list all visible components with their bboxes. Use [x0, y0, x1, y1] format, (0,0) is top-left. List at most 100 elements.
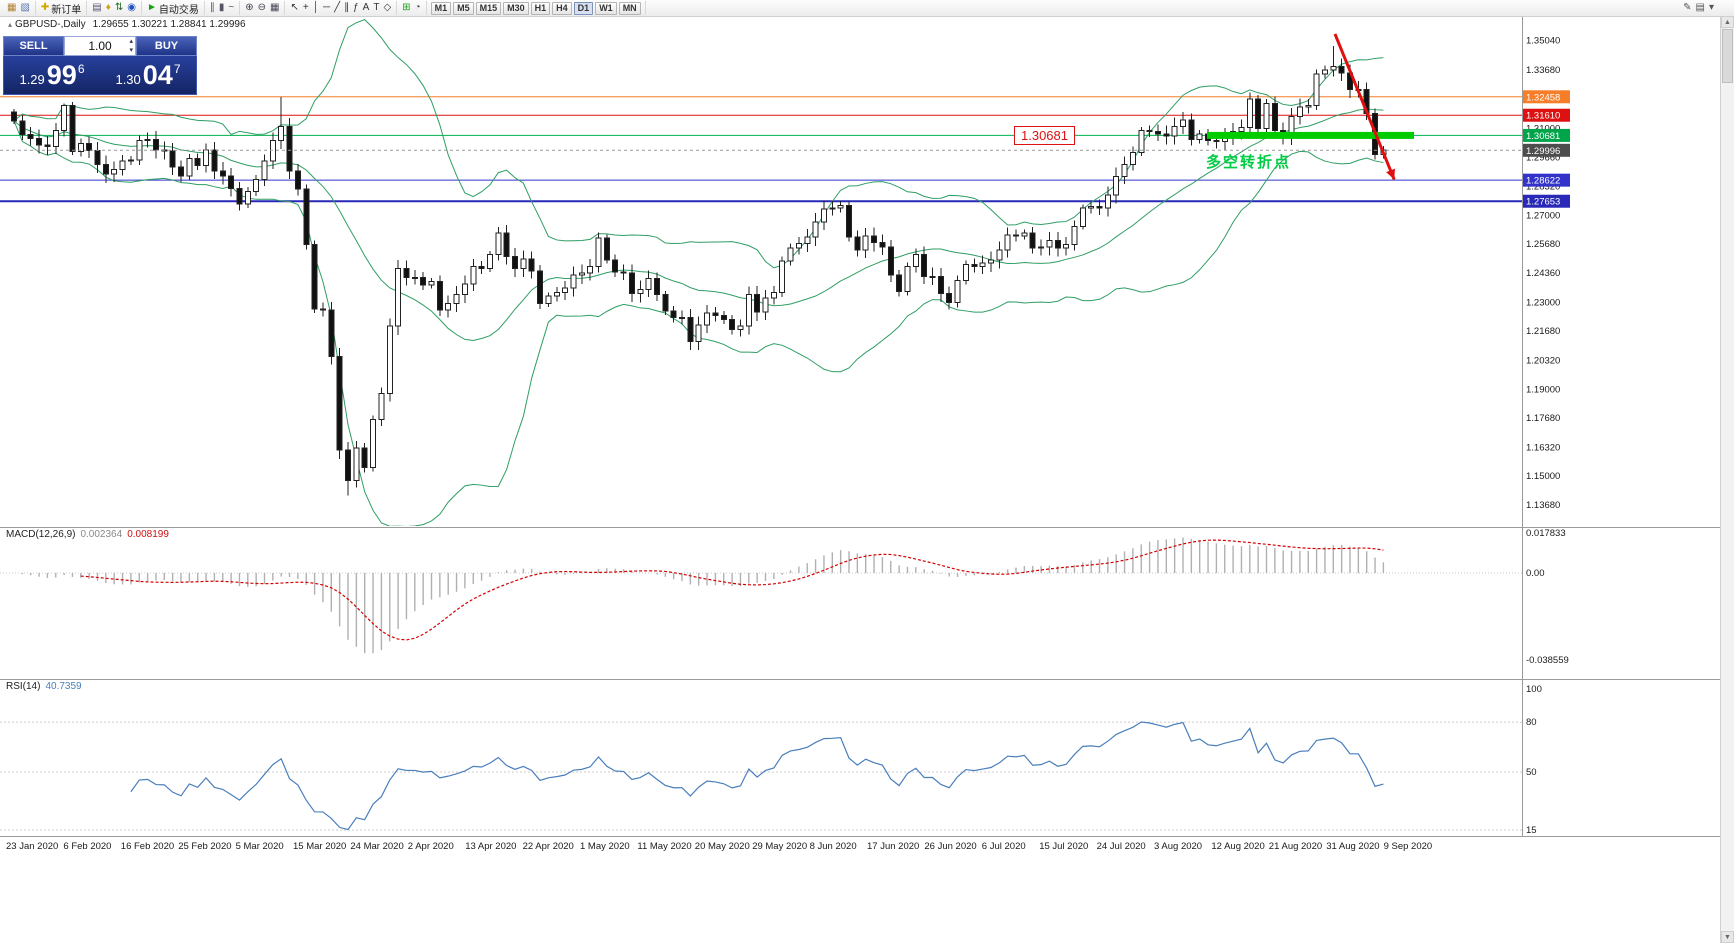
tile-windows-button[interactable]: ▦ — [268, 2, 281, 15]
periods-menu-icon: ◔ — [414, 2, 421, 13]
market-watch-button[interactable]: ▤ — [90, 2, 103, 15]
toolbar-group-views: ▤ ♦ ⇅ ◉ — [87, 1, 142, 15]
new-chart-button[interactable]: ▦ — [5, 2, 18, 15]
profiles-button[interactable]: ▧ — [18, 2, 31, 15]
timeframe-w1-button[interactable]: W1 — [595, 1, 617, 15]
auto-trading-button[interactable]: ► 自动交易 — [145, 2, 201, 16]
lot-increase-button[interactable]: ▴ — [129, 38, 133, 45]
toolbar-group-order: ✚ 新订单 — [36, 1, 88, 16]
svg-text:0.00: 0.00 — [1526, 568, 1545, 579]
periods-menu-button[interactable]: ◔ — [413, 2, 423, 15]
sell-price-display[interactable]: 1.29 99 6 — [4, 56, 100, 94]
line-chart-mode-button[interactable]: ~ — [226, 2, 236, 15]
lot-decrease-button[interactable]: ▾ — [129, 47, 133, 54]
svg-text:15 Mar 2020: 15 Mar 2020 — [293, 841, 346, 852]
trendline-tool-icon: ╱ — [334, 2, 341, 13]
svg-text:1.33680: 1.33680 — [1526, 65, 1560, 76]
timeframe-h4-button[interactable]: H4 — [552, 1, 572, 15]
trendline-tool-button[interactable]: ╱ — [332, 2, 342, 15]
buy-button[interactable]: BUY — [136, 36, 197, 56]
svg-text:9 Sep 2020: 9 Sep 2020 — [1384, 841, 1433, 852]
svg-text:1.24360: 1.24360 — [1526, 268, 1560, 279]
data-window-button[interactable]: ♦ — [104, 2, 113, 15]
ohlc-values: 1.29655 1.30221 1.28841 1.29996 — [92, 19, 246, 30]
options-icon-button[interactable]: ▾ — [1707, 2, 1716, 15]
sell-button[interactable]: SELL — [3, 36, 64, 56]
label-tool-button[interactable]: T — [371, 2, 381, 15]
svg-text:1.32458: 1.32458 — [1526, 92, 1560, 103]
terminal-icon: ◉ — [127, 2, 136, 13]
zoom-out-button[interactable]: ⊖ — [256, 2, 268, 15]
data-window-icon: ♦ — [105, 2, 111, 13]
rsi-indicator-label: RSI(14) 40.7359 — [6, 681, 82, 692]
svg-text:25 Feb 2020: 25 Feb 2020 — [178, 841, 231, 852]
profiles-icon: ▧ — [20, 2, 30, 13]
svg-text:8 Jun 2020: 8 Jun 2020 — [810, 841, 857, 852]
timeframe-d1-button[interactable]: D1 — [573, 1, 594, 15]
vertical-scrollbar[interactable]: ▲ ▼ — [1720, 16, 1734, 943]
svg-text:6 Jul 2020: 6 Jul 2020 — [982, 841, 1026, 852]
lot-size-field[interactable]: 1.00 ▴ ▾ — [64, 36, 136, 56]
panel-icon-icon: ▤ — [1695, 2, 1705, 13]
svg-text:1.29996: 1.29996 — [1526, 146, 1560, 157]
timeframe-m5-button[interactable]: M5 — [453, 1, 474, 15]
svg-text:100: 100 — [1526, 684, 1542, 695]
support-zone-highlight[interactable] — [1207, 131, 1414, 139]
bollinger-bands-layer — [13, 19, 1384, 526]
scroll-down-button[interactable]: ▼ — [1721, 931, 1734, 943]
svg-text:1.28622: 1.28622 — [1526, 176, 1560, 187]
new-chart-icon: ▦ — [7, 2, 17, 13]
vertical-line-tool-icon: │ — [312, 2, 319, 13]
bar-chart-mode-button[interactable]: ∥ — [208, 2, 217, 15]
candlestick-mode-button[interactable]: ▮ — [217, 2, 227, 15]
scroll-up-button[interactable]: ▲ — [1721, 16, 1734, 28]
channel-tool-button[interactable]: ∥ — [342, 2, 351, 15]
symbol-period-label: GBPUSD-,Daily — [15, 19, 86, 30]
label-tool-icon: T — [373, 2, 380, 13]
toolbar: ▦ ▧ ✚ 新订单 ▤ ♦ ⇅ ◉ ► 自动交易 ∥ ▮ ~ ⊕ ⊖ ▦ ↖ + │ ─ ╱ ∥ ƒ A T ◇ ⊞ ◔ M1 M5 M15… — [0, 0, 1734, 17]
indicators-list-button[interactable]: ⊞ — [400, 2, 412, 15]
quote-prices-row: 1.29 99 6 1.30 04 7 — [3, 56, 197, 95]
toolbar-left: ▦ ▧ ✚ 新订单 ▤ ♦ ⇅ ◉ ► 自动交易 ∥ ▮ ~ ⊕ ⊖ ▦ ↖ + │ ─ ╱ ∥ ƒ A T ◇ ⊞ ◔ M1 M5 M15… — [2, 1, 1681, 16]
scrollbar-thumb[interactable] — [1722, 29, 1733, 83]
toolbar-group-trading: ► 自动交易 — [142, 1, 205, 16]
svg-text:0.017833: 0.017833 — [1526, 528, 1566, 539]
timeframe-mn-button[interactable]: MN — [618, 1, 641, 15]
zoom-in-button[interactable]: ⊕ — [243, 2, 255, 15]
horizontal-line-tool-icon: ─ — [322, 2, 331, 13]
rsi-name: RSI(14) — [6, 681, 41, 692]
svg-text:1.17680: 1.17680 — [1526, 413, 1560, 424]
svg-text:5 Mar 2020: 5 Mar 2020 — [236, 841, 284, 852]
macd-main-value: 0.002364 — [80, 529, 123, 540]
vertical-line-tool-button[interactable]: │ — [311, 2, 321, 15]
svg-text:29 May 2020: 29 May 2020 — [752, 841, 807, 852]
timeframe-m30-button[interactable]: M30 — [503, 1, 529, 15]
terminal-button[interactable]: ◉ — [125, 2, 138, 15]
auto-trading-icon: ► — [146, 2, 157, 13]
trend-arrow[interactable] — [1333, 33, 1396, 181]
shapes-tool-button[interactable]: ◇ — [381, 2, 393, 15]
svg-text:50: 50 — [1526, 767, 1537, 778]
timeframe-m1-button[interactable]: M1 — [430, 1, 452, 15]
horizontal-line-tool-button[interactable]: ─ — [321, 2, 332, 15]
timeframe-h1-button[interactable]: H1 — [530, 1, 551, 15]
edit-icon-button[interactable]: ✎ — [1681, 2, 1693, 15]
text-tool-button[interactable]: A — [361, 2, 372, 15]
svg-text:26 Jun 2020: 26 Jun 2020 — [924, 841, 976, 852]
new-order-button[interactable]: ✚ 新订单 — [39, 2, 83, 16]
buy-price-display[interactable]: 1.30 04 7 — [100, 56, 196, 94]
crosshair-tool-button[interactable]: + — [301, 2, 311, 15]
turning-point-label: 多空转折点 — [1206, 154, 1292, 171]
chart-title: ▴ GBPUSD-,Daily 1.29655 1.30221 1.28841 1.… — [8, 19, 246, 30]
new-order-label: 新订单 — [51, 4, 82, 16]
navigator-button[interactable]: ⇅ — [113, 2, 125, 15]
options-icon-icon: ▾ — [1708, 2, 1714, 13]
svg-text:80: 80 — [1526, 717, 1537, 728]
panel-icon-button[interactable]: ▤ — [1694, 2, 1707, 15]
timeframe-m15-button[interactable]: M15 — [475, 1, 502, 15]
fibonacci-tool-button[interactable]: ƒ — [351, 2, 361, 15]
cursor-tool-button[interactable]: ↖ — [288, 2, 300, 15]
svg-text:1.28320: 1.28320 — [1526, 182, 1560, 193]
